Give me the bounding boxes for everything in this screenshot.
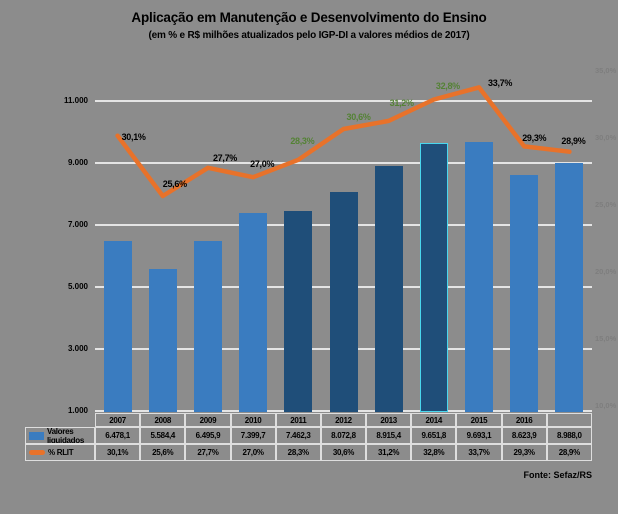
- value-cell-Valoresliquidados-4: 7.462,3: [275, 427, 321, 444]
- line-label-2015: 33,7%: [488, 78, 513, 89]
- line-label-2012: 30,6%: [346, 111, 371, 122]
- year-header-blank: [546, 413, 592, 427]
- value-cell-RLIT-5: 30,6%: [320, 444, 367, 461]
- value-cell-Valoresliquidados-0: 6.478,1: [95, 427, 141, 444]
- value-cell-Valoresliquidados-10: 8.988,0: [546, 427, 592, 444]
- bar-2010: [239, 212, 268, 412]
- bar-2015: [465, 141, 493, 412]
- bar-2012: [329, 191, 358, 412]
- left-axis-tick: 1.000: [67, 406, 88, 415]
- value-cell-RLIT-8: 33,7%: [456, 444, 502, 461]
- line-label-2008: 25,6%: [162, 178, 187, 189]
- bar-last: [555, 163, 584, 412]
- left-axis-tick: 7.000: [67, 220, 88, 229]
- value-cell-RLIT-3: 27,0%: [230, 444, 276, 461]
- bar-2013: [374, 165, 403, 412]
- left-axis-tick: 3.000: [67, 344, 88, 353]
- line-label-2014: 32,8%: [435, 81, 460, 92]
- gridline: [95, 162, 592, 164]
- value-cell-Valoresliquidados-8: 9.693,1: [456, 427, 502, 444]
- line-label-2010: 27,0%: [250, 159, 275, 170]
- value-cell-RLIT-4: 28,3%: [275, 444, 321, 461]
- value-cell-Valoresliquidados-9: 8.623,9: [501, 427, 547, 444]
- bar-legend-swatch: [29, 431, 44, 440]
- year-header-2013: 2013: [366, 413, 412, 427]
- value-cell-RLIT-7: 32,8%: [411, 444, 457, 461]
- value-cell-Valoresliquidados-6: 8.915,4: [366, 427, 412, 444]
- year-header-2014: 2014: [411, 413, 457, 427]
- line-label-2009: 27,7%: [212, 152, 237, 163]
- value-cell-RLIT-0: 30,1%: [95, 444, 141, 461]
- bar-2016: [510, 174, 539, 412]
- right-axis-tick: 30,0%: [595, 133, 617, 142]
- value-cell-Valoresliquidados-3: 7.399,7: [230, 427, 276, 444]
- value-cell-RLIT-9: 29,3%: [501, 444, 547, 461]
- value-cell-Valoresliquidados-1: 5.584,4: [140, 427, 186, 444]
- left-axis-tick: 9.000: [67, 158, 88, 167]
- table-corner-cell: [25, 413, 95, 427]
- legend-label: % RLIT: [48, 448, 74, 457]
- left-axis-tick: 11.000: [63, 96, 88, 105]
- bar-2008: [148, 268, 177, 412]
- chart-title: Aplicação em Manutenção e Desenvolviment…: [131, 10, 487, 25]
- right-axis-tick: 20,0%: [595, 267, 617, 276]
- year-header-2009: 2009: [185, 413, 231, 427]
- bar-2009: [194, 240, 222, 412]
- line-legend-swatch: [29, 450, 45, 455]
- left-axis-tick: 5.000: [67, 282, 88, 291]
- legend-rlit: % RLIT: [25, 444, 95, 461]
- value-cell-RLIT-10: 28,9%: [546, 444, 592, 461]
- value-cell-Valoresliquidados-2: 6.495,9: [185, 427, 231, 444]
- value-cell-Valoresliquidados-5: 8.072,8: [320, 427, 367, 444]
- line-label-2016: 29,3%: [522, 133, 547, 144]
- bar-2014: [419, 142, 448, 412]
- chart-subtitle: (em % e R$ milhões atualizados pelo IGP-…: [148, 30, 470, 41]
- year-header-2012: 2012: [320, 413, 367, 427]
- value-cell-RLIT-6: 31,2%: [366, 444, 412, 461]
- line-label-2013: 31,2%: [389, 97, 414, 108]
- bar-2011: [284, 210, 313, 412]
- year-header-2011: 2011: [275, 413, 321, 427]
- value-cell-Valoresliquidados-7: 9.651,8: [411, 427, 457, 444]
- bar-2007: [103, 241, 132, 412]
- year-header-2008: 2008: [140, 413, 186, 427]
- right-axis-tick: 35,0%: [595, 66, 617, 75]
- line-label-2011: 28,3%: [290, 135, 315, 146]
- source-note: Fonte: Sefaz/RS: [523, 470, 592, 480]
- year-header-2015: 2015: [456, 413, 502, 427]
- year-header-2010: 2010: [230, 413, 276, 427]
- gridline: [95, 100, 592, 102]
- legend-valores-liquidados: Valores liquidados: [25, 427, 95, 444]
- right-axis-tick: 10,0%: [595, 401, 617, 410]
- data-table-legend: 2007 2008 2009 2010 2011 2012 2013 2014 2015 2016…: [25, 413, 592, 461]
- year-header-2007: 2007: [95, 413, 141, 427]
- line-label-2007: 30,1%: [121, 131, 146, 142]
- right-axis-tick: 25,0%: [595, 200, 617, 209]
- line-label-last: 28,9%: [561, 135, 586, 146]
- year-header-2016: 2016: [501, 413, 547, 427]
- right-axis-tick: 15,0%: [595, 334, 617, 343]
- value-cell-RLIT-2: 27,7%: [185, 444, 231, 461]
- legend-label: Valores liquidados: [47, 427, 85, 444]
- value-cell-RLIT-1: 25,6%: [140, 444, 186, 461]
